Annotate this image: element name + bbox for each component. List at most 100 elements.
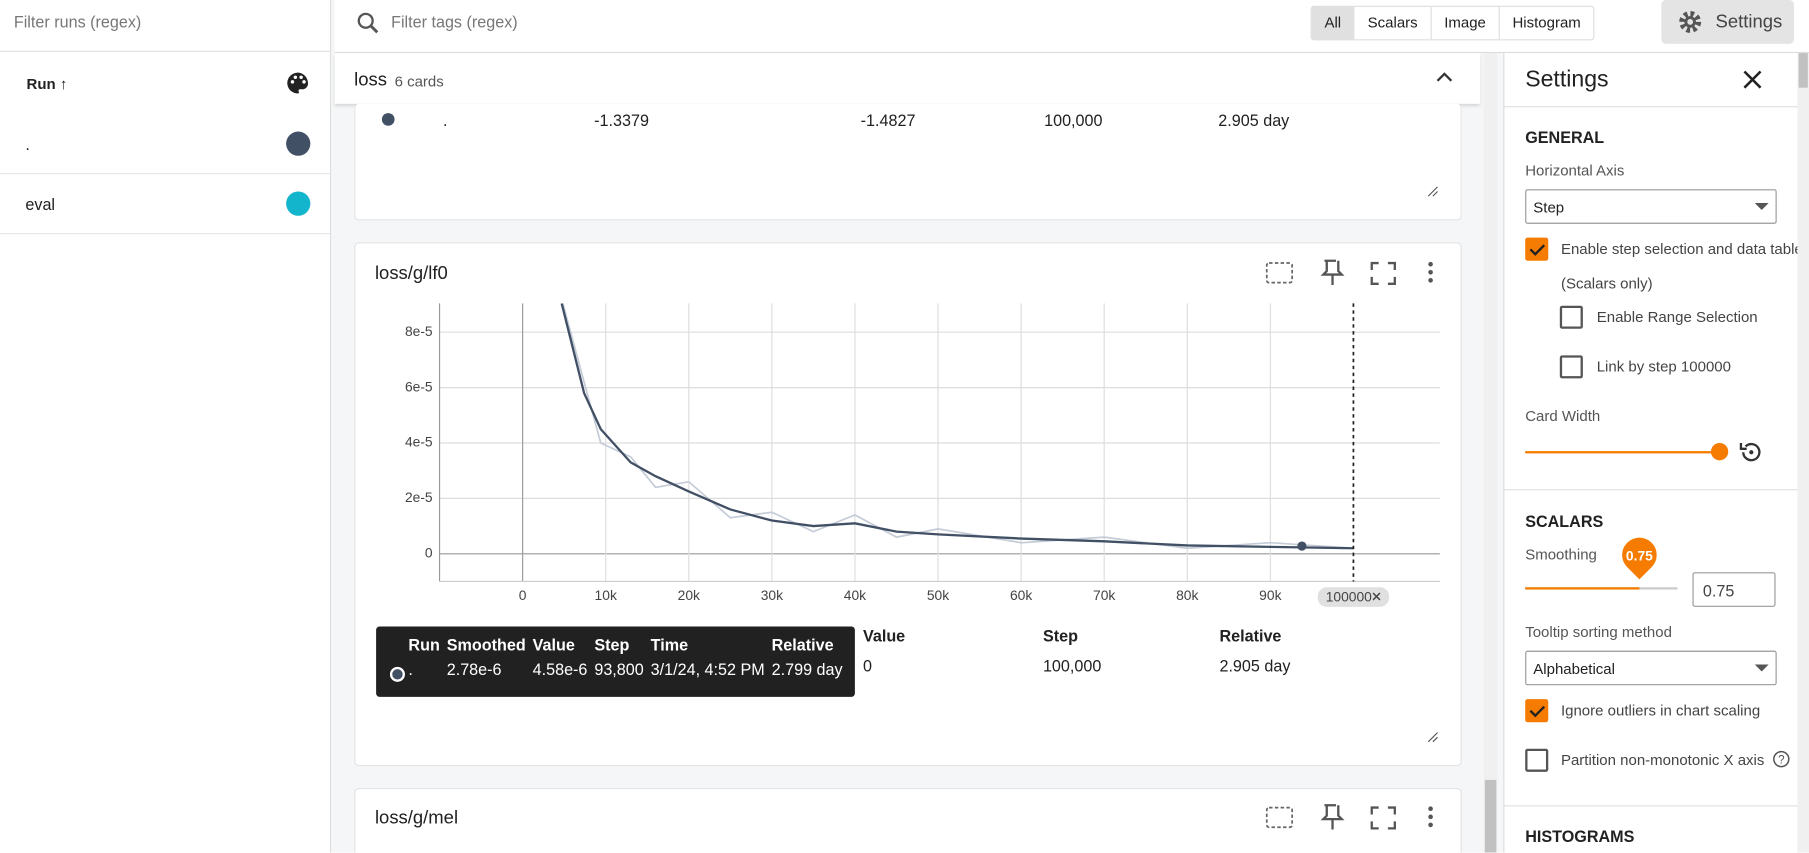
reset-icon[interactable] — [1737, 438, 1765, 466]
x-tick-label: 80k — [1176, 587, 1198, 603]
tooltip-header: Smoothed — [446, 635, 526, 655]
x-tick-label: 50k — [927, 587, 949, 603]
section-title: GENERAL — [1525, 128, 1605, 147]
tooltip-cell: 2.799 day — [771, 659, 843, 679]
run-color[interactable] — [286, 191, 311, 216]
divider — [0, 173, 330, 175]
tab[interactable]: Scalars — [1353, 6, 1431, 40]
tags-filter[interactable]: Filter tags (regex) — [391, 12, 518, 32]
settings-title: Settings — [1525, 66, 1609, 93]
tooltip-cell: . — [408, 659, 413, 679]
tooltip-point — [1297, 541, 1307, 551]
resize-handle[interactable] — [1426, 730, 1440, 744]
smoothing-input[interactable]: 0.75 — [1692, 572, 1776, 607]
slider-thumb[interactable] — [1710, 443, 1729, 461]
runs-panel: Filter runs (regex) Run ↑ . eval — [0, 0, 332, 853]
menu-icon[interactable] — [1428, 261, 1433, 283]
checkbox[interactable] — [1525, 237, 1549, 261]
pin-icon[interactable] — [1320, 259, 1345, 285]
checkbox-label: Partition non-monotonic X axis — [1560, 751, 1765, 769]
divider — [0, 50, 330, 52]
tooltip-cell: 2.78e-6 — [446, 659, 502, 679]
tooltip-header: Relative — [771, 635, 834, 655]
axis-select[interactable]: Step — [1525, 189, 1777, 224]
scrollbar[interactable] — [1483, 53, 1498, 853]
card: . -1.3379 -1.4827 100,000 2.905 day — [354, 103, 1462, 221]
run-name[interactable]: . — [25, 134, 30, 154]
group-count: 6 cards — [394, 72, 444, 90]
help-icon[interactable]: ? — [1772, 750, 1790, 768]
x-tick-label: 30k — [761, 587, 783, 603]
fit-icon[interactable] — [1265, 262, 1294, 284]
checkbox[interactable] — [1559, 355, 1583, 379]
select-value: Step — [1533, 198, 1565, 216]
fullscreen-icon[interactable] — [1370, 261, 1396, 285]
table-cell: 2.905 day — [1219, 656, 1291, 675]
tab[interactable]: Image — [1430, 6, 1498, 40]
card-actions — [1265, 804, 1433, 830]
x-tick-label: 60k — [1010, 587, 1032, 603]
group-title: loss — [354, 70, 388, 90]
slider-value: 0.75 — [1625, 548, 1653, 565]
divider — [0, 233, 330, 235]
y-tick-label: 4e-5 — [405, 434, 433, 450]
tooltip-header: Time — [650, 635, 689, 655]
run-dot — [381, 113, 395, 126]
card: loss/g/lf0 0 2e-5 4e-5 6e-5 8e-5 0 10k 20k 30k 40… — [354, 242, 1462, 767]
checkbox[interactable] — [1525, 748, 1549, 772]
checkbox-label: Ignore outliers in chart scaling — [1560, 701, 1761, 719]
tooltip-header: Run — [408, 635, 440, 655]
tooltip: Run Smoothed Value Step Time Relative. 2.78e-6… — [376, 626, 855, 697]
raw-line — [561, 303, 1354, 550]
gear-icon — [1679, 10, 1702, 33]
settings-panel: Settings GENERAL Horizontal Axis Step En… — [1503, 53, 1803, 853]
field-label: Smoothing — [1525, 545, 1597, 564]
tab[interactable]: All — [1311, 6, 1354, 40]
search-icon — [357, 12, 379, 34]
checkbox-label: Enable Range Selection — [1596, 308, 1758, 326]
run-color[interactable] — [286, 131, 311, 156]
table-cell: 100,000 — [1042, 656, 1102, 675]
group-header[interactable]: loss 6 cards — [334, 53, 1481, 104]
scrollbar[interactable] — [1797, 53, 1809, 853]
tooltip-header: Value — [532, 635, 575, 655]
table-cell: -1.3379 — [594, 110, 649, 130]
settings-button[interactable]: Settings — [1661, 0, 1795, 44]
run-name[interactable]: eval — [25, 194, 56, 214]
step-remove — [1372, 592, 1381, 601]
toolbar: Filter tags (regex) All Scalars Image Histo… — [334, 0, 1809, 54]
table-cell: 100,000 — [1044, 110, 1103, 130]
tooltip-cell: 3/1/24, 4:52 PM — [650, 659, 765, 679]
runs-header[interactable]: Run ↑ — [26, 74, 68, 93]
checkbox[interactable] — [1559, 305, 1583, 329]
table-header-cell: Step — [1042, 626, 1078, 645]
y-tick-label: 6e-5 — [405, 378, 433, 394]
tooltip-cell: 93,800 — [594, 659, 644, 679]
width-slider[interactable] — [1525, 451, 1720, 454]
close-icon[interactable] — [1741, 68, 1764, 91]
collapse-icon[interactable] — [1434, 68, 1455, 84]
checkbox[interactable] — [1525, 699, 1549, 723]
sort-select[interactable]: Alphabetical — [1525, 650, 1777, 686]
x-tick-label: 10k — [595, 587, 617, 603]
x-tick-label: 0 — [519, 587, 527, 603]
step-label: 100000 — [1326, 588, 1372, 604]
x-tick-label: 40k — [844, 587, 866, 603]
tab[interactable]: Histogram — [1498, 6, 1594, 40]
step-chip — [1317, 587, 1390, 607]
y-tick-label: 0 — [425, 544, 433, 560]
resize-handle[interactable] — [1426, 185, 1440, 199]
smoothing-slider[interactable] — [1525, 587, 1678, 590]
checkbox-label: Enable step selection and data table — [1560, 239, 1803, 258]
card-actions — [1265, 259, 1433, 285]
section-title: SCALARS — [1525, 512, 1604, 531]
table-cell: 0 — [862, 656, 872, 675]
tooltip-cell: 4.58e-6 — [532, 659, 588, 679]
x-tick-label: 70k — [1093, 587, 1115, 603]
tab-group: All Scalars Image Histogram — [1310, 5, 1595, 41]
runs-filter[interactable]: Filter runs (regex) — [13, 12, 142, 32]
table-header-cell: Relative — [1219, 626, 1282, 645]
palette-icon[interactable] — [285, 70, 310, 95]
x-tick-label: 20k — [678, 587, 700, 603]
